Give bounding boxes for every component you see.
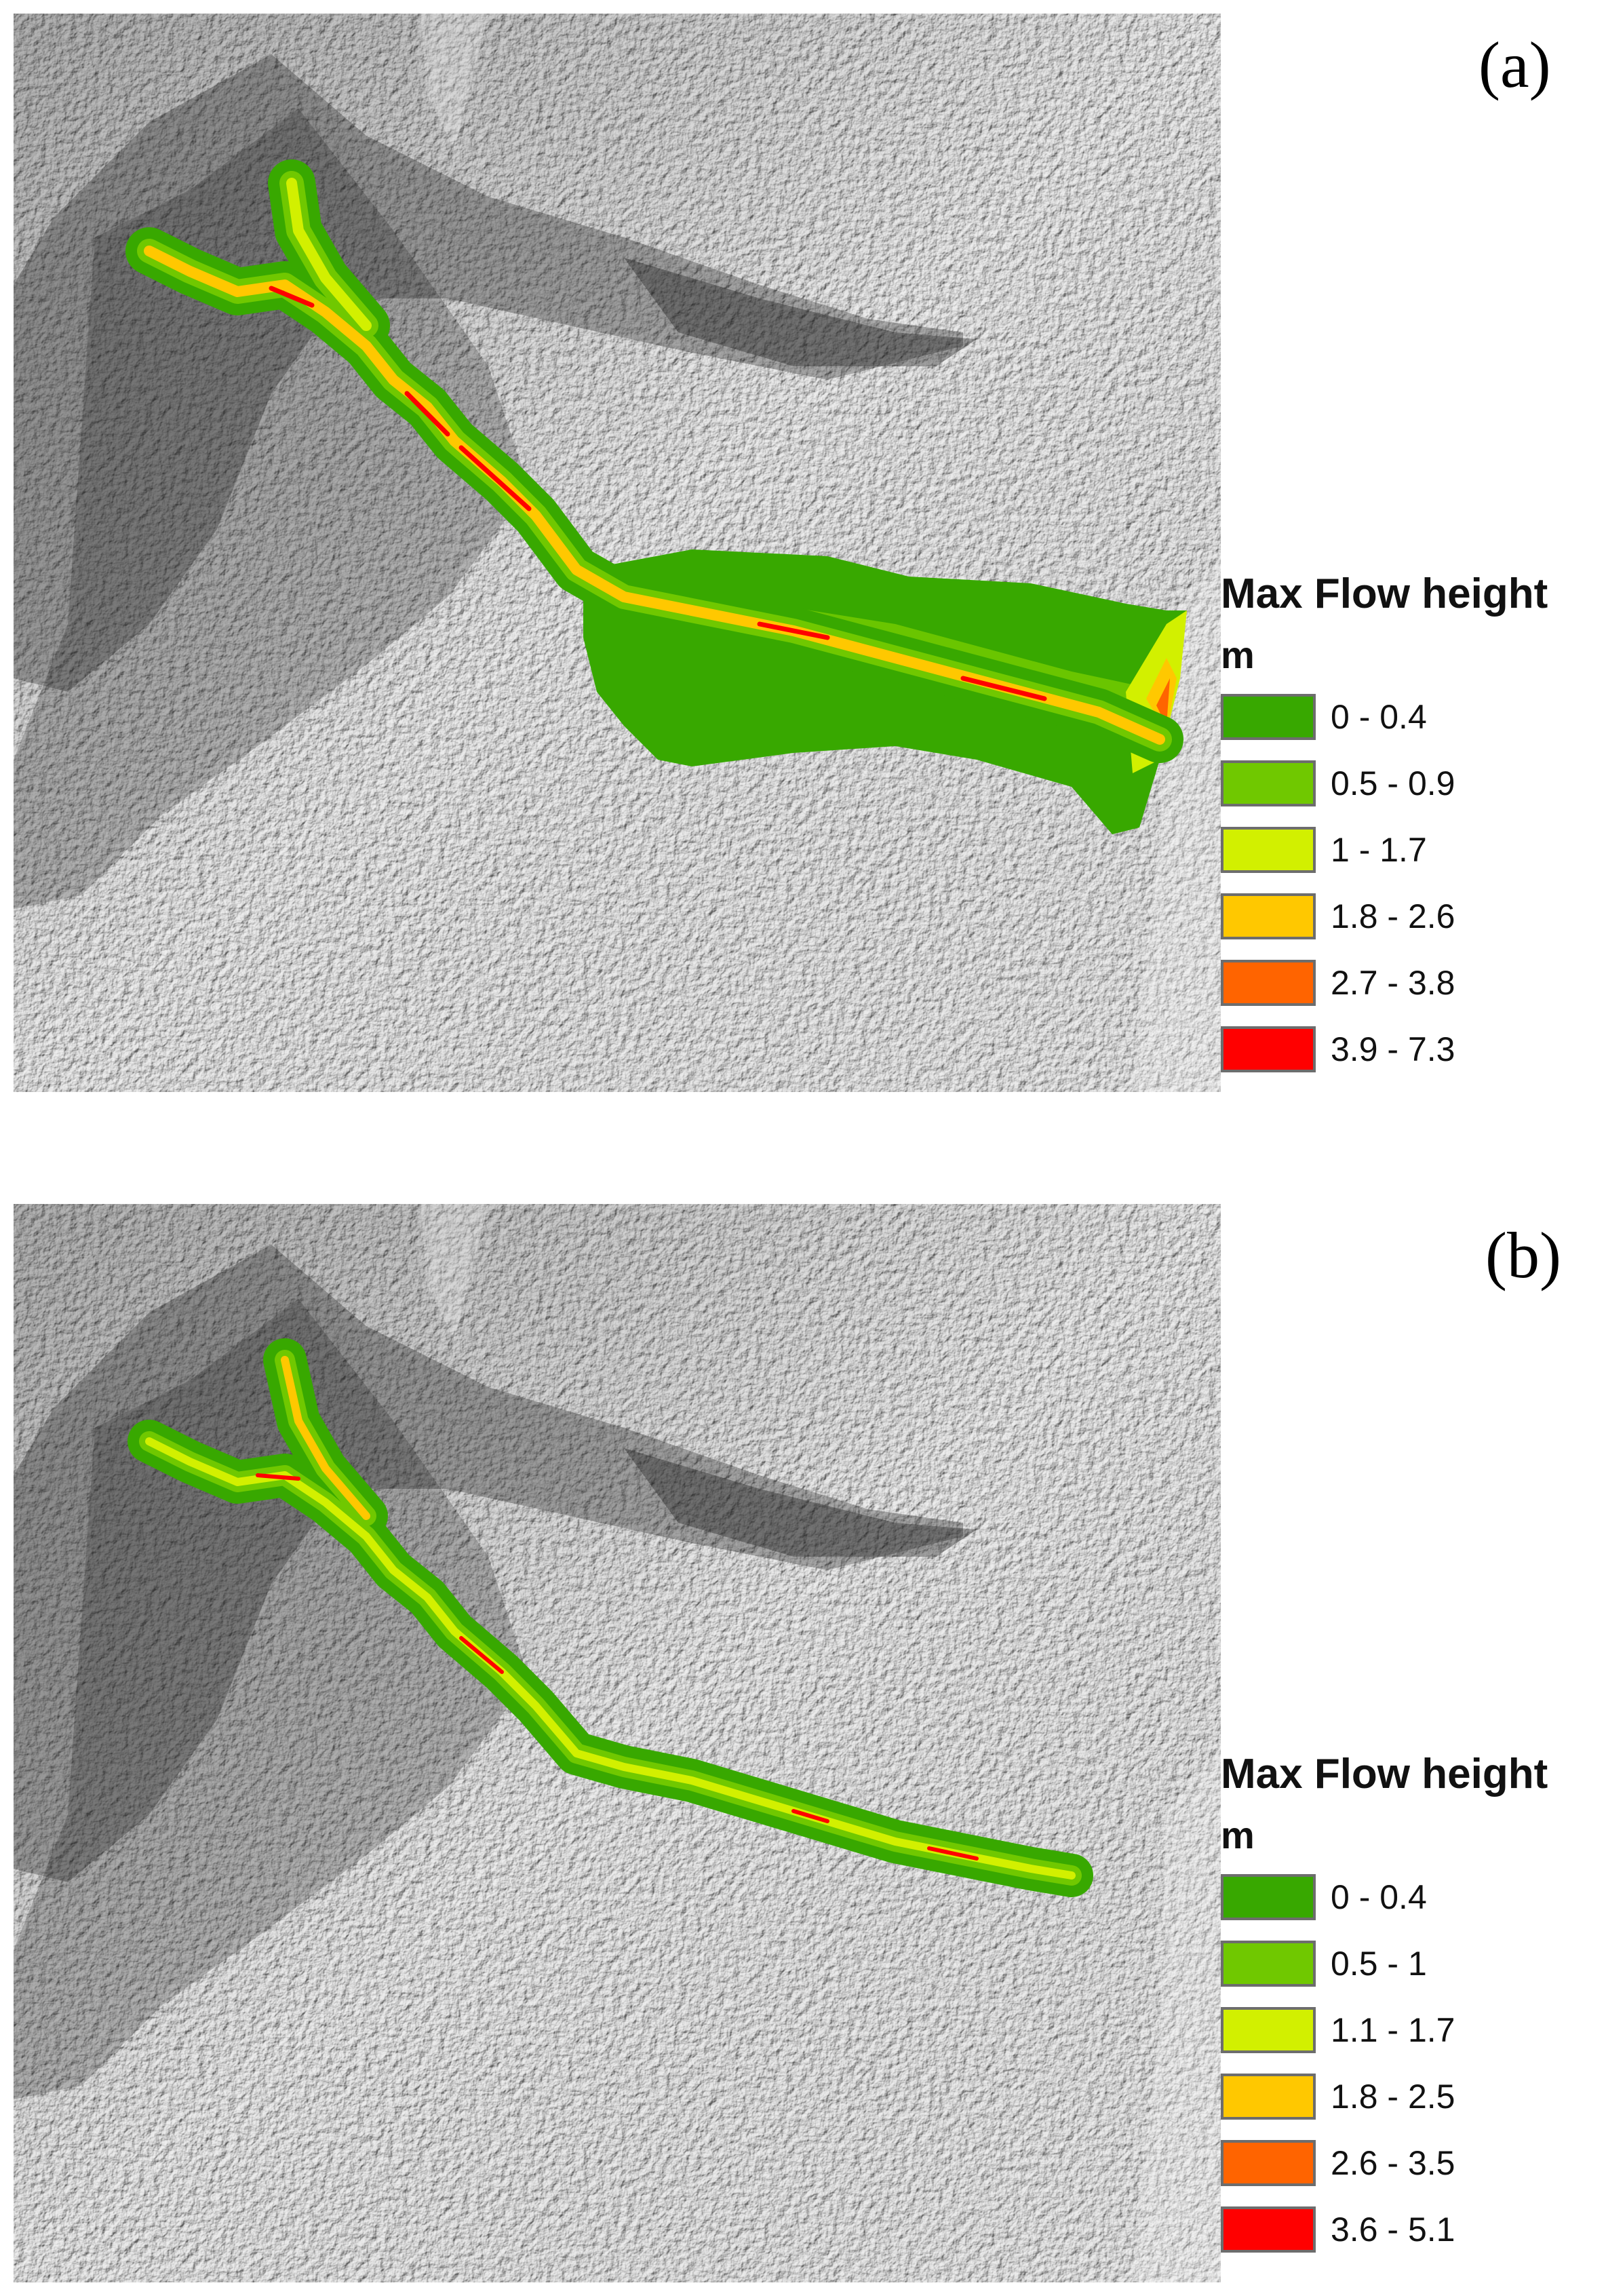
legend-item: 1 - 1.7 <box>1221 817 1548 883</box>
legend-swatch <box>1221 893 1316 939</box>
legend-unit: m <box>1221 634 1255 676</box>
legend-label: 1.1 - 1.7 <box>1331 2011 1455 2049</box>
legend-swatch <box>1221 1026 1316 1072</box>
legend-swatch <box>1221 1941 1316 1987</box>
legend-item: 0 - 0.4 <box>1221 684 1548 750</box>
legend-item: 0.5 - 1 <box>1221 1930 1548 1997</box>
legend-swatch <box>1221 2007 1316 2053</box>
legend-label: 1 - 1.7 <box>1331 831 1427 869</box>
legend-unit: m <box>1221 1814 1255 1856</box>
legend-swatch <box>1221 2074 1316 2120</box>
legend-swatch <box>1221 694 1316 740</box>
legend-swatch <box>1221 960 1316 1006</box>
legend-label: 0 - 0.4 <box>1331 698 1427 736</box>
legend-label: 3.6 - 5.1 <box>1331 2211 1455 2249</box>
panel-label-a: (a) <box>1478 28 1551 101</box>
legend-b: Max Flow height m 0 - 0.4 0.5 - 1 1.1 - … <box>1221 1750 1548 2263</box>
legend-swatch <box>1221 2206 1316 2253</box>
legend-swatch <box>1221 2140 1316 2186</box>
legend-item: 1.8 - 2.5 <box>1221 2063 1548 2130</box>
legend-swatch <box>1221 760 1316 806</box>
legend-label: 0.5 - 0.9 <box>1331 764 1455 802</box>
panel-b: (b) Max Flow height m 0 - 0.4 0.5 - 1 1.… <box>0 1190 1606 2296</box>
panel-label-b: (b) <box>1485 1219 1561 1291</box>
flow-footprint-b <box>128 1338 1093 1897</box>
legend-label: 1.8 - 2.5 <box>1331 2078 1455 2116</box>
legend-item: 3.6 - 5.1 <box>1221 2196 1548 2263</box>
legend-label: 0.5 - 1 <box>1331 1945 1427 1983</box>
legend-label: 2.6 - 3.5 <box>1331 2144 1455 2182</box>
legend-item: 0 - 0.4 <box>1221 1864 1548 1930</box>
legend-item: 1.8 - 2.6 <box>1221 883 1548 950</box>
legend-title: Max Flow height <box>1221 1751 1548 1797</box>
flow-footprint-a <box>125 159 1187 834</box>
panel-a: (a) Max Flow height m 0 - 0.4 0.5 - 0.9 … <box>0 0 1606 1112</box>
legend-item: 0.5 - 0.9 <box>1221 750 1548 817</box>
legend-label: 1.8 - 2.6 <box>1331 897 1455 935</box>
legend-item: 1.1 - 1.7 <box>1221 1997 1548 2063</box>
legend-item: 2.7 - 3.8 <box>1221 950 1548 1016</box>
legend-swatch <box>1221 1874 1316 1920</box>
hillshade-map-b <box>14 1204 1221 2282</box>
legend-label: 3.9 - 7.3 <box>1331 1030 1455 1068</box>
legend-item: 3.9 - 7.3 <box>1221 1016 1548 1083</box>
hillshade-map-a <box>14 14 1221 1092</box>
legend-label: 0 - 0.4 <box>1331 1878 1427 1916</box>
legend-label: 2.7 - 3.8 <box>1331 964 1455 1002</box>
legend-a: Max Flow height m 0 - 0.4 0.5 - 0.9 1 - … <box>1221 570 1548 1083</box>
legend-swatch <box>1221 827 1316 873</box>
legend-title: Max Flow height <box>1221 570 1548 617</box>
legend-item: 2.6 - 3.5 <box>1221 2130 1548 2196</box>
